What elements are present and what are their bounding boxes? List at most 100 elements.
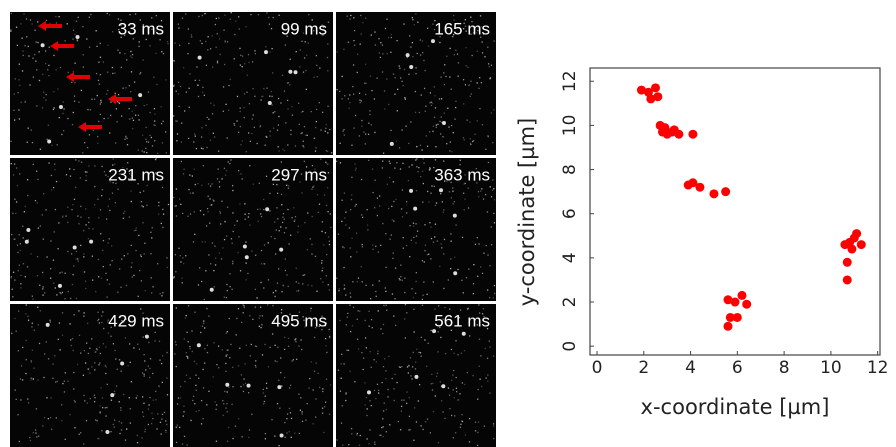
noise xyxy=(481,272,484,274)
noise xyxy=(377,310,379,312)
noise xyxy=(232,185,234,187)
noise xyxy=(415,67,417,69)
noise xyxy=(346,316,348,318)
noise xyxy=(120,370,122,372)
noise xyxy=(432,241,435,243)
noise xyxy=(354,205,356,207)
noise xyxy=(354,169,357,171)
noise xyxy=(472,374,474,377)
noise xyxy=(403,23,405,25)
noise xyxy=(175,441,178,444)
noise xyxy=(251,413,253,415)
noise xyxy=(490,64,493,66)
noise xyxy=(368,122,370,124)
noise xyxy=(110,430,112,433)
noise xyxy=(452,389,454,391)
noise xyxy=(323,194,326,196)
noise xyxy=(83,142,86,144)
noise xyxy=(160,19,163,22)
noise xyxy=(15,398,17,400)
noise xyxy=(289,84,291,86)
noise xyxy=(119,173,121,175)
noise xyxy=(101,406,104,409)
noise xyxy=(374,441,376,443)
noise xyxy=(442,211,444,213)
noise xyxy=(95,72,98,75)
noise xyxy=(353,17,355,19)
noise xyxy=(266,12,268,14)
noise xyxy=(385,377,387,380)
noise xyxy=(62,130,65,132)
noise xyxy=(39,225,41,227)
noise xyxy=(409,225,411,227)
point xyxy=(842,275,852,285)
noise xyxy=(56,144,58,146)
noise xyxy=(477,388,479,391)
noise xyxy=(399,67,401,69)
noise xyxy=(208,390,210,392)
noise xyxy=(378,434,381,436)
frame-label: 495 ms xyxy=(271,311,327,330)
noise xyxy=(109,114,112,117)
noise xyxy=(95,348,98,350)
noise xyxy=(363,82,366,84)
frame xyxy=(173,304,333,447)
noise xyxy=(85,175,87,177)
noise xyxy=(482,33,485,35)
noise xyxy=(279,407,281,409)
noise xyxy=(62,216,64,218)
noise xyxy=(287,187,290,189)
noise xyxy=(388,160,390,162)
noise xyxy=(230,159,232,161)
noise xyxy=(176,403,179,405)
noise xyxy=(159,421,162,424)
noise xyxy=(223,29,225,31)
noise xyxy=(417,400,419,402)
noise xyxy=(355,203,357,206)
noise xyxy=(95,290,97,293)
noise xyxy=(126,59,128,61)
noise xyxy=(50,268,52,270)
noise xyxy=(19,249,21,251)
noise xyxy=(371,89,373,92)
noise xyxy=(142,134,144,136)
noise xyxy=(325,322,327,324)
noise xyxy=(223,63,226,66)
noise xyxy=(462,137,465,139)
noise xyxy=(314,168,316,170)
spot xyxy=(246,383,251,388)
noise xyxy=(354,44,356,46)
noise xyxy=(455,340,457,342)
spot xyxy=(414,374,419,379)
noise xyxy=(402,84,404,87)
noise xyxy=(364,404,366,406)
noise xyxy=(161,295,163,297)
noise xyxy=(482,198,485,200)
noise xyxy=(366,408,368,410)
noise xyxy=(315,398,317,400)
noise xyxy=(352,281,354,283)
noise xyxy=(481,313,484,315)
noise xyxy=(244,203,246,205)
noise xyxy=(149,396,151,399)
noise xyxy=(226,283,228,286)
noise xyxy=(239,47,241,50)
noise xyxy=(316,290,318,292)
noise xyxy=(88,227,90,230)
noise xyxy=(91,255,93,257)
noise xyxy=(144,428,147,431)
noise xyxy=(118,29,120,31)
noise xyxy=(480,266,482,268)
noise xyxy=(47,69,49,71)
noise xyxy=(63,391,66,393)
noise xyxy=(81,161,83,163)
noise xyxy=(457,62,460,64)
noise xyxy=(27,45,29,48)
noise xyxy=(173,276,175,278)
noise xyxy=(150,136,153,139)
noise xyxy=(235,20,237,22)
noise xyxy=(221,349,223,351)
noise xyxy=(393,200,395,203)
noise xyxy=(130,91,132,93)
noise xyxy=(448,191,451,193)
